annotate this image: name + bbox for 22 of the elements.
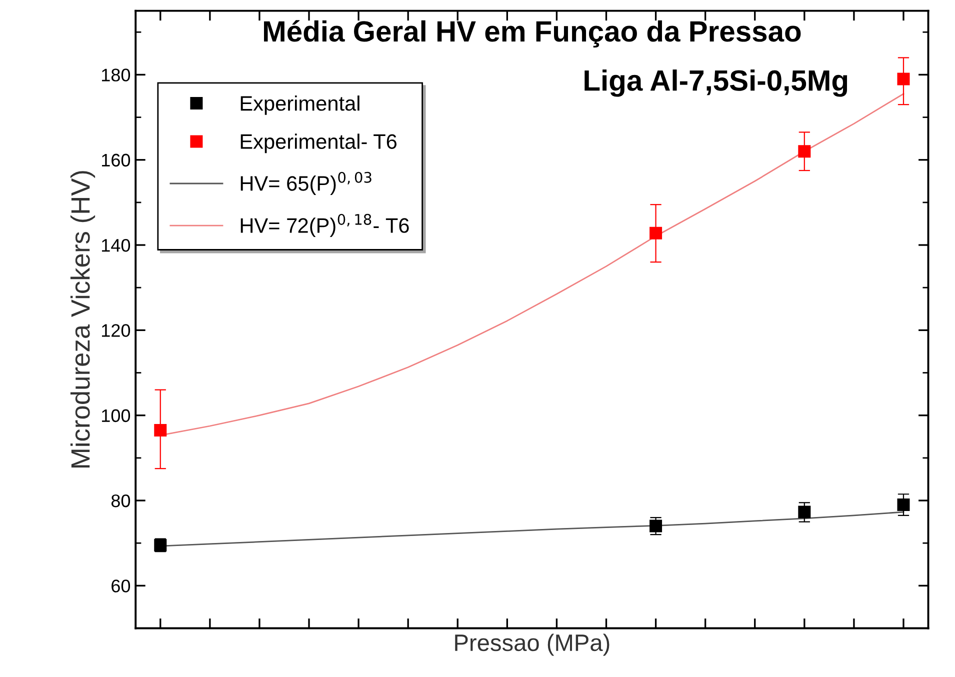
y-axis-title: Microdureza Vickers (HV) <box>70 171 96 468</box>
point <box>154 424 167 437</box>
text: Liga Al-7,5Si-0,5Mg <box>584 69 848 97</box>
legend-label: HV= 65(P)$^{0,03}$ <box>240 172 372 195</box>
point <box>798 145 811 158</box>
point <box>650 520 662 532</box>
legend-label: HV= 72(P)$^{0,18}$- T6 <box>240 214 409 238</box>
point <box>897 72 910 86</box>
legend-label: Experimental <box>240 95 360 115</box>
y-tick-label: 80 <box>111 494 130 508</box>
point <box>798 506 811 518</box>
y-tick-label: 60 <box>112 580 130 592</box>
y-tick-label: 140 <box>102 238 130 252</box>
y-tick-label: 120 <box>102 324 130 337</box>
point <box>650 226 662 240</box>
y-tick-label: 100 <box>102 409 130 422</box>
legend-label: Experimental- T6 <box>240 134 397 154</box>
point <box>897 498 910 512</box>
chart-title: Média Geral HV em Funçao da Pressao <box>264 20 801 48</box>
y-tick-label: 160 <box>102 154 130 167</box>
x-axis-title: Pressao (MPa) <box>455 634 610 656</box>
y-tick-label: 180 <box>102 68 130 82</box>
